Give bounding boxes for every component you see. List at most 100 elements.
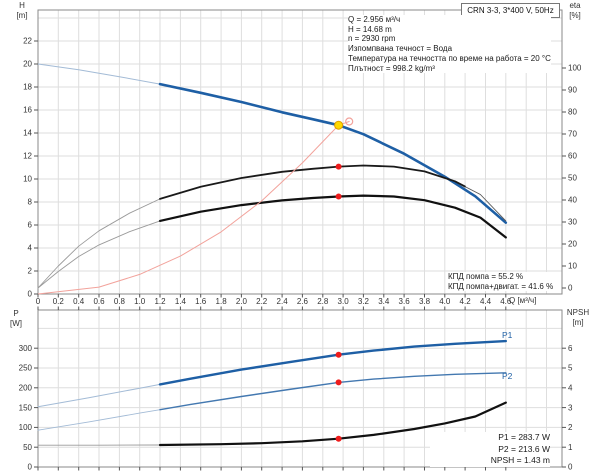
y-left-tick-label: 22	[23, 37, 32, 46]
x-tick-label: 3.8	[419, 297, 431, 306]
x-tick-label: 4.6	[500, 297, 512, 306]
x-tick-label: 2.8	[317, 297, 329, 306]
efficiency-block: КПД помпа = 55.2 % КПД помпа+двигат. = 41…	[448, 272, 554, 291]
operating-data-line: Q = 2.956 м³/ч	[348, 15, 401, 24]
npsh-point-marker	[335, 435, 342, 442]
operating-data-line: Изпомпвана течност = Вода	[348, 44, 453, 54]
y-left-tick-label: 100	[19, 423, 33, 432]
y-right-tick-label: 100	[568, 64, 582, 73]
y-left-tick-label: 20	[23, 60, 32, 69]
h-q-curve-curve	[37, 63, 161, 85]
y-left-tick-label: 0	[28, 290, 33, 299]
eta-pump-motor-curve	[37, 220, 161, 289]
y-left-tick-label: 12	[23, 152, 32, 161]
p1-power-input-curve	[37, 383, 161, 408]
eta-pump-motor-point-marker	[335, 193, 342, 200]
y-right-tick-label: 6	[568, 344, 573, 353]
x-tick-label: 2.2	[256, 297, 268, 306]
y-right-tick-label: 90	[568, 86, 577, 95]
y-left-tick-label: 50	[23, 443, 32, 452]
p2-point-marker	[335, 379, 342, 386]
eta-pump-curve	[159, 164, 466, 200]
x-tick-label: 4.0	[439, 297, 451, 306]
h-axis-name: H	[19, 1, 25, 10]
p1-power-input-curve	[158, 339, 507, 386]
y-left-tick-label: 4	[28, 244, 33, 253]
y-right-tick-label: 60	[568, 152, 577, 161]
y-left-tick-label: 8	[28, 198, 33, 207]
x-tick-label: 1.6	[195, 297, 207, 306]
p1-curve-label: P1	[502, 330, 513, 340]
operating-data-line: Температура на течността по време на раб…	[348, 53, 551, 63]
x-tick-label: 0.4	[73, 297, 85, 306]
result-line: P1 = 283.7 W	[498, 432, 550, 442]
eta-axis-name: eta	[569, 1, 581, 10]
results-block: P1 = 283.7 W P2 = 213.6 W NPSH = 1.43 m	[430, 432, 550, 467]
q-axis-label: Q [м³/ч]	[509, 296, 537, 305]
y-right-tick-label: 20	[568, 240, 577, 249]
y-right-tick-label: 10	[568, 262, 577, 271]
y-left-tick-label: 16	[23, 106, 32, 115]
p2-shaft-power-curve	[37, 409, 161, 431]
y-left-tick-label: 18	[23, 83, 32, 92]
x-tick-label: 1.8	[216, 297, 228, 306]
y-right-tick-label: 70	[568, 130, 577, 139]
p2-shaft-power-curve	[159, 372, 507, 411]
y-right-tick-label: 5	[568, 364, 573, 373]
plot-border	[37, 9, 563, 295]
p-axis-label: P [W]	[3, 309, 29, 329]
efficiency-line: КПД помпа = 55.2 %	[448, 272, 524, 281]
x-tick-label: 2.4	[277, 297, 289, 306]
y-left-tick-label: 150	[19, 403, 33, 412]
eta-axis-unit: [%]	[569, 11, 581, 20]
eta-pump-curve	[464, 186, 507, 222]
y-right-tick-label: 30	[568, 218, 577, 227]
result-line: P2 = 213.6 W	[498, 443, 550, 454]
y-right-tick-label: 50	[568, 174, 577, 183]
system-curve-curve	[37, 121, 350, 295]
x-tick-label: 3.2	[358, 297, 370, 306]
y-right-tick-label: 3	[568, 403, 573, 412]
x-tick-label: 2.0	[236, 297, 248, 306]
p-axis-name: P	[13, 309, 19, 318]
x-tick-label: 3.6	[399, 297, 411, 306]
x-tick-label: 0.8	[114, 297, 126, 306]
y-left-tick-label: 14	[23, 129, 32, 138]
duty-point-marker[interactable]	[334, 120, 344, 130]
npsh-axis-label: NPSH [m]	[558, 308, 598, 328]
y-right-tick-label: 80	[568, 108, 577, 117]
eta-axis-label: eta [%]	[561, 1, 589, 21]
operating-data-line: H = 14.68 m	[348, 24, 392, 34]
plot-border	[37, 309, 563, 468]
y-left-tick-label: 0	[28, 463, 33, 472]
y-right-tick-label: 2	[568, 423, 573, 432]
y-right-tick-label: 40	[568, 196, 577, 205]
result-line: NPSH = 1.43 m	[490, 455, 550, 465]
p2-curve-label: P2	[502, 371, 513, 381]
x-tick-label: 0.6	[93, 297, 105, 306]
x-tick-label: 0.2	[53, 297, 65, 306]
y-left-tick-label: 250	[19, 364, 33, 373]
h-axis-label: H [m]	[9, 1, 35, 21]
y-left-tick-label: 200	[19, 384, 33, 393]
y-left-tick-label: 10	[23, 175, 32, 184]
eta-pump-point-marker	[335, 163, 342, 170]
x-tick-label: 1.2	[154, 297, 166, 306]
y-left-tick-label: 300	[19, 344, 33, 353]
efficiency-line: КПД помпа+двигат. = 41.6 %	[448, 281, 554, 291]
x-tick-label: 1.0	[134, 297, 146, 306]
x-tick-label: 0	[36, 297, 41, 306]
requested-duty-point-marker	[345, 117, 354, 126]
y-right-tick-label: 0	[568, 284, 573, 293]
x-tick-label: 3.0	[338, 297, 350, 306]
x-tick-label: 3.4	[378, 297, 390, 306]
y-left-tick-label: 2	[28, 267, 33, 276]
y-right-tick-label: 4	[568, 384, 573, 393]
x-tick-label: 1.4	[175, 297, 187, 306]
x-tick-label: 4.4	[480, 297, 492, 306]
y-right-tick-label: 1	[568, 443, 573, 452]
p1-point-marker	[335, 351, 342, 358]
